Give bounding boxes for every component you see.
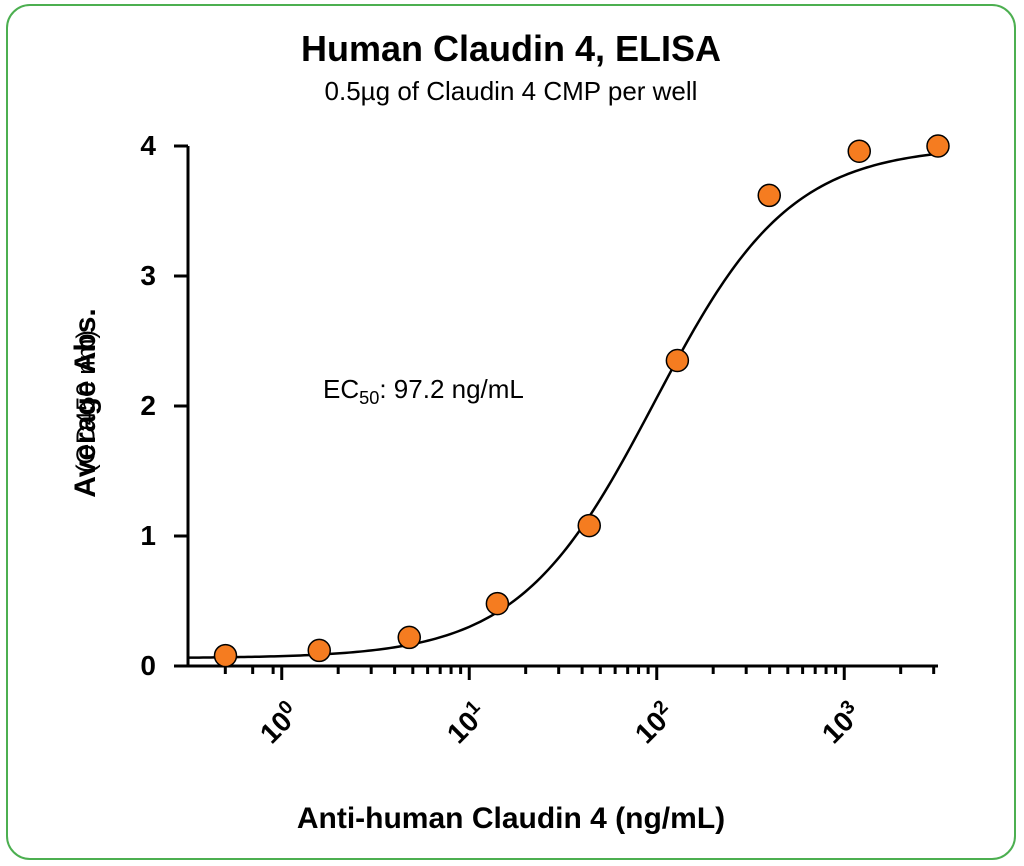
y-tick-label: 0	[122, 650, 156, 682]
y-axis-label-sub: (OD450 nm)	[71, 292, 102, 512]
x-tick-label: 103	[802, 696, 869, 763]
annotation-suffix: : 97.2 ng/mL	[379, 374, 524, 404]
chart-card: Human Claudin 4, ELISA 0.5µg of Claudin …	[6, 4, 1016, 860]
annotation-prefix: EC	[323, 374, 359, 404]
plot-svg	[178, 136, 948, 676]
chart-title: Human Claudin 4, ELISA	[8, 28, 1014, 70]
y-tick-label: 2	[122, 390, 156, 422]
y-tick-label: 4	[122, 130, 156, 162]
plot-area	[178, 136, 948, 676]
y-axis-label-group: Average Abs. (OD450 nm)	[46, 136, 86, 676]
x-tick-label: 101	[427, 696, 494, 763]
x-axis-label: Anti-human Claudin 4 (ng/mL)	[8, 802, 1014, 836]
y-tick-label: 1	[122, 520, 156, 552]
annotation-sub: 50	[359, 388, 379, 408]
chart-subtitle: 0.5µg of Claudin 4 CMP per well	[8, 76, 1014, 107]
x-tick-label: 102	[614, 696, 681, 763]
x-tick-label: 100	[239, 696, 306, 763]
y-tick-label: 3	[122, 260, 156, 292]
ec50-annotation: EC50: 97.2 ng/mL	[323, 374, 524, 409]
